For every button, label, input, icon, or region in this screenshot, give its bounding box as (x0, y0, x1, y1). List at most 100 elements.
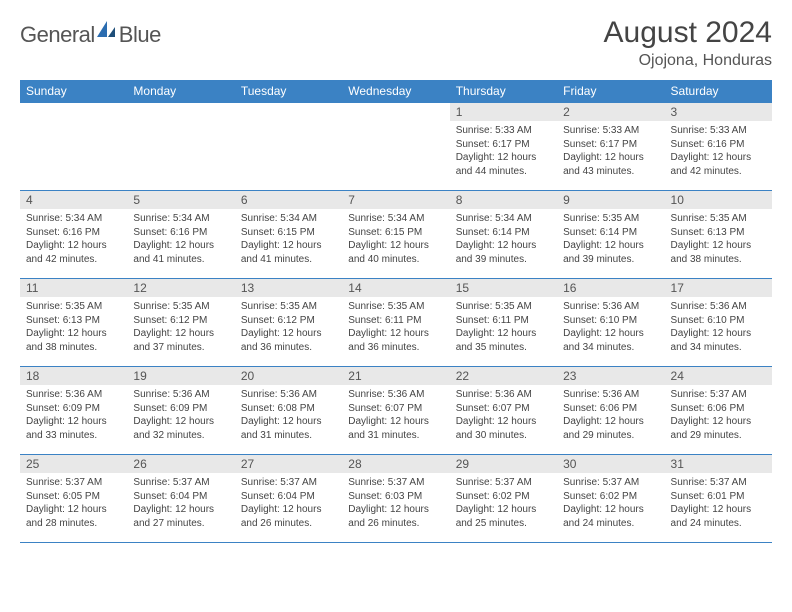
calendar-cell (127, 103, 234, 191)
sunrise-text: Sunrise: 5:37 AM (241, 476, 336, 490)
sunrise-text: Sunrise: 5:33 AM (671, 124, 766, 138)
day-details: Sunrise: 5:33 AMSunset: 6:16 PMDaylight:… (665, 121, 772, 181)
sunrise-text: Sunrise: 5:35 AM (133, 300, 228, 314)
daylight-text: Daylight: 12 hours and 29 minutes. (563, 415, 658, 442)
sunset-text: Sunset: 6:13 PM (671, 226, 766, 240)
day-number: 18 (20, 367, 127, 385)
day-details: Sunrise: 5:37 AMSunset: 6:04 PMDaylight:… (127, 473, 234, 533)
sunrise-text: Sunrise: 5:36 AM (26, 388, 121, 402)
calendar-week-row: 25Sunrise: 5:37 AMSunset: 6:05 PMDayligh… (20, 455, 772, 543)
calendar-cell: 30Sunrise: 5:37 AMSunset: 6:02 PMDayligh… (557, 455, 664, 543)
sunrise-text: Sunrise: 5:33 AM (563, 124, 658, 138)
day-number: 10 (665, 191, 772, 209)
day-details: Sunrise: 5:33 AMSunset: 6:17 PMDaylight:… (557, 121, 664, 181)
sunrise-text: Sunrise: 5:37 AM (671, 388, 766, 402)
dayheader-wednesday: Wednesday (342, 80, 449, 103)
calendar-cell: 16Sunrise: 5:36 AMSunset: 6:10 PMDayligh… (557, 279, 664, 367)
sunset-text: Sunset: 6:11 PM (456, 314, 551, 328)
sunset-text: Sunset: 6:10 PM (671, 314, 766, 328)
calendar-cell: 13Sunrise: 5:35 AMSunset: 6:12 PMDayligh… (235, 279, 342, 367)
month-title: August 2024 (604, 16, 772, 50)
daylight-text: Daylight: 12 hours and 39 minutes. (456, 239, 551, 266)
daylight-text: Daylight: 12 hours and 35 minutes. (456, 327, 551, 354)
day-number: 21 (342, 367, 449, 385)
sunset-text: Sunset: 6:02 PM (456, 490, 551, 504)
dayheader-sunday: Sunday (20, 80, 127, 103)
sunset-text: Sunset: 6:08 PM (241, 402, 336, 416)
daylight-text: Daylight: 12 hours and 42 minutes. (26, 239, 121, 266)
calendar-week-row: 11Sunrise: 5:35 AMSunset: 6:13 PMDayligh… (20, 279, 772, 367)
day-details: Sunrise: 5:34 AMSunset: 6:15 PMDaylight:… (235, 209, 342, 269)
daylight-text: Daylight: 12 hours and 36 minutes. (241, 327, 336, 354)
calendar-cell: 12Sunrise: 5:35 AMSunset: 6:12 PMDayligh… (127, 279, 234, 367)
sunset-text: Sunset: 6:04 PM (133, 490, 228, 504)
day-details: Sunrise: 5:36 AMSunset: 6:10 PMDaylight:… (557, 297, 664, 357)
dayheader-thursday: Thursday (450, 80, 557, 103)
calendar-cell: 2Sunrise: 5:33 AMSunset: 6:17 PMDaylight… (557, 103, 664, 191)
sail-icon (95, 19, 117, 46)
calendar-cell: 9Sunrise: 5:35 AMSunset: 6:14 PMDaylight… (557, 191, 664, 279)
daylight-text: Daylight: 12 hours and 32 minutes. (133, 415, 228, 442)
page-header: General Blue August 2024 Ojojona, Hondur… (20, 16, 772, 70)
sunset-text: Sunset: 6:02 PM (563, 490, 658, 504)
calendar-cell: 14Sunrise: 5:35 AMSunset: 6:11 PMDayligh… (342, 279, 449, 367)
day-details: Sunrise: 5:35 AMSunset: 6:11 PMDaylight:… (342, 297, 449, 357)
day-number: 9 (557, 191, 664, 209)
calendar-week-row: 18Sunrise: 5:36 AMSunset: 6:09 PMDayligh… (20, 367, 772, 455)
dayheader-saturday: Saturday (665, 80, 772, 103)
daylight-text: Daylight: 12 hours and 41 minutes. (241, 239, 336, 266)
brand-logo: General Blue (20, 16, 161, 48)
calendar-cell: 11Sunrise: 5:35 AMSunset: 6:13 PMDayligh… (20, 279, 127, 367)
sunset-text: Sunset: 6:12 PM (133, 314, 228, 328)
daylight-text: Daylight: 12 hours and 36 minutes. (348, 327, 443, 354)
logo-word1: General (20, 22, 95, 48)
calendar-table: Sunday Monday Tuesday Wednesday Thursday… (20, 80, 772, 543)
day-details: Sunrise: 5:37 AMSunset: 6:02 PMDaylight:… (450, 473, 557, 533)
sunrise-text: Sunrise: 5:37 AM (671, 476, 766, 490)
daylight-text: Daylight: 12 hours and 40 minutes. (348, 239, 443, 266)
day-number: 11 (20, 279, 127, 297)
calendar-cell: 28Sunrise: 5:37 AMSunset: 6:03 PMDayligh… (342, 455, 449, 543)
day-details: Sunrise: 5:34 AMSunset: 6:14 PMDaylight:… (450, 209, 557, 269)
sunrise-text: Sunrise: 5:35 AM (563, 212, 658, 226)
dayheader-monday: Monday (127, 80, 234, 103)
day-details: Sunrise: 5:34 AMSunset: 6:16 PMDaylight:… (20, 209, 127, 269)
calendar-cell (20, 103, 127, 191)
calendar-cell: 25Sunrise: 5:37 AMSunset: 6:05 PMDayligh… (20, 455, 127, 543)
daylight-text: Daylight: 12 hours and 26 minutes. (241, 503, 336, 530)
daylight-text: Daylight: 12 hours and 38 minutes. (26, 327, 121, 354)
day-details: Sunrise: 5:36 AMSunset: 6:08 PMDaylight:… (235, 385, 342, 445)
dayheader-tuesday: Tuesday (235, 80, 342, 103)
day-details: Sunrise: 5:34 AMSunset: 6:16 PMDaylight:… (127, 209, 234, 269)
calendar-cell: 6Sunrise: 5:34 AMSunset: 6:15 PMDaylight… (235, 191, 342, 279)
sunrise-text: Sunrise: 5:37 AM (456, 476, 551, 490)
sunrise-text: Sunrise: 5:37 AM (563, 476, 658, 490)
calendar-cell: 18Sunrise: 5:36 AMSunset: 6:09 PMDayligh… (20, 367, 127, 455)
day-details: Sunrise: 5:36 AMSunset: 6:09 PMDaylight:… (127, 385, 234, 445)
calendar-week-row: 1Sunrise: 5:33 AMSunset: 6:17 PMDaylight… (20, 103, 772, 191)
day-details: Sunrise: 5:35 AMSunset: 6:14 PMDaylight:… (557, 209, 664, 269)
sunrise-text: Sunrise: 5:34 AM (456, 212, 551, 226)
day-number: 8 (450, 191, 557, 209)
calendar-cell: 8Sunrise: 5:34 AMSunset: 6:14 PMDaylight… (450, 191, 557, 279)
dayheader-friday: Friday (557, 80, 664, 103)
sunset-text: Sunset: 6:05 PM (26, 490, 121, 504)
calendar-cell: 24Sunrise: 5:37 AMSunset: 6:06 PMDayligh… (665, 367, 772, 455)
day-number: 24 (665, 367, 772, 385)
sunrise-text: Sunrise: 5:34 AM (133, 212, 228, 226)
daylight-text: Daylight: 12 hours and 44 minutes. (456, 151, 551, 178)
sunrise-text: Sunrise: 5:36 AM (241, 388, 336, 402)
day-details: Sunrise: 5:37 AMSunset: 6:01 PMDaylight:… (665, 473, 772, 533)
day-details: Sunrise: 5:33 AMSunset: 6:17 PMDaylight:… (450, 121, 557, 181)
calendar-cell: 10Sunrise: 5:35 AMSunset: 6:13 PMDayligh… (665, 191, 772, 279)
sunset-text: Sunset: 6:14 PM (563, 226, 658, 240)
day-details: Sunrise: 5:36 AMSunset: 6:06 PMDaylight:… (557, 385, 664, 445)
daylight-text: Daylight: 12 hours and 24 minutes. (671, 503, 766, 530)
sunrise-text: Sunrise: 5:37 AM (348, 476, 443, 490)
calendar-cell: 17Sunrise: 5:36 AMSunset: 6:10 PMDayligh… (665, 279, 772, 367)
calendar-cell: 19Sunrise: 5:36 AMSunset: 6:09 PMDayligh… (127, 367, 234, 455)
day-number: 2 (557, 103, 664, 121)
sunset-text: Sunset: 6:04 PM (241, 490, 336, 504)
day-number: 6 (235, 191, 342, 209)
sunset-text: Sunset: 6:16 PM (671, 138, 766, 152)
